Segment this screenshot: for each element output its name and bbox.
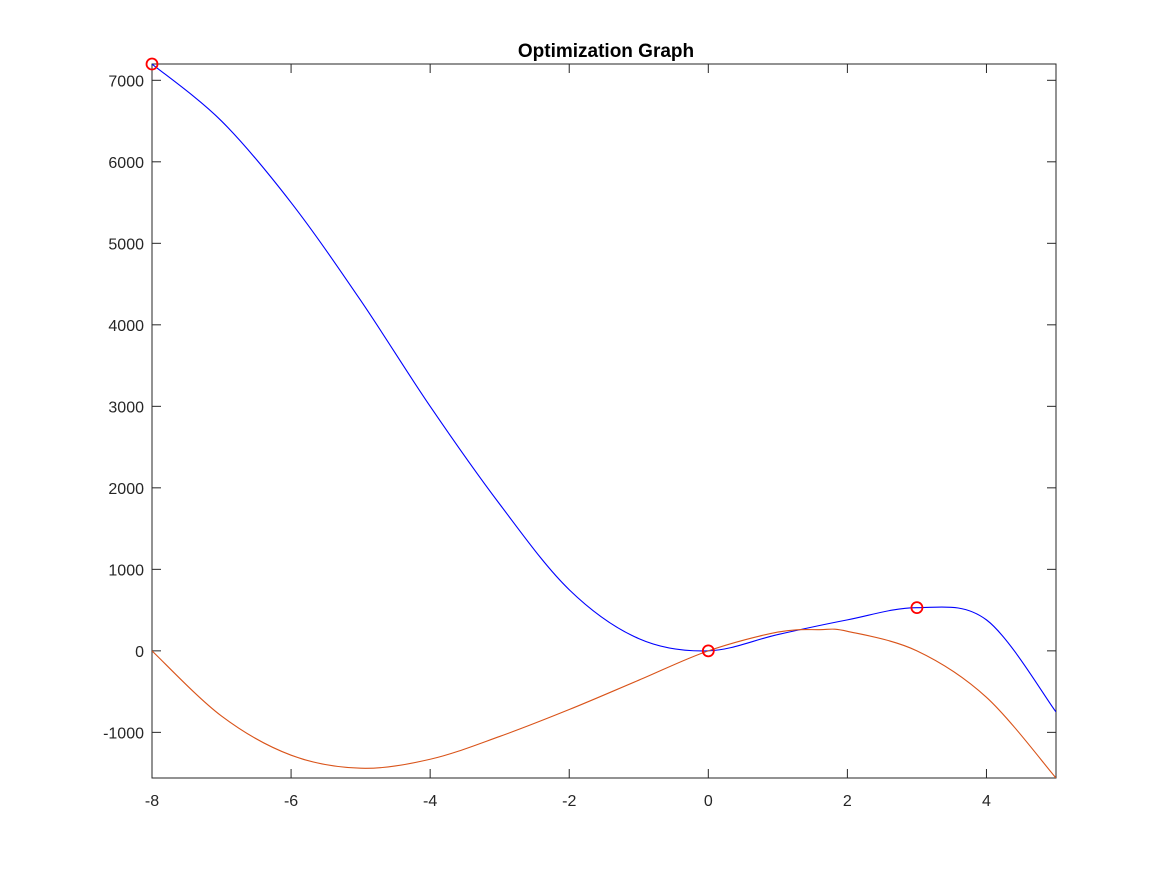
- y-tick-label: 6000: [108, 155, 144, 172]
- x-tick-label: -2: [562, 793, 576, 810]
- y-tick-label: -1000: [103, 725, 144, 742]
- y-tick-label: 1000: [108, 562, 144, 579]
- x-tick-label: 4: [982, 793, 991, 810]
- x-axis: -8 -6 -4 -2 0 2 4: [145, 64, 991, 810]
- x-tick-label: -6: [284, 793, 298, 810]
- y-tick-label: 5000: [108, 236, 144, 253]
- series-line-1: [152, 63, 1056, 713]
- y-tick-label: 4000: [108, 318, 144, 335]
- x-tick-label: -4: [423, 793, 437, 810]
- y-tick-label: 2000: [108, 481, 144, 498]
- y-axis: -1000 0 1000 2000 3000 4000 5000 6000 7000: [103, 73, 1056, 742]
- series-layer: [152, 63, 1056, 778]
- y-tick-label: 7000: [108, 73, 144, 90]
- x-tick-label: 0: [704, 793, 713, 810]
- x-tick-label: 2: [843, 793, 852, 810]
- plot-frame: [151, 63, 1057, 779]
- y-tick-label: 3000: [108, 399, 144, 416]
- marker-layer: [145, 57, 924, 658]
- axes-box: [151, 63, 1057, 779]
- optimum-marker: [910, 601, 924, 615]
- y-tick-label: 0: [135, 644, 144, 661]
- optimum-marker: [701, 644, 715, 658]
- x-tick-label: -8: [145, 793, 159, 810]
- chart-title: Optimization Graph: [518, 41, 694, 62]
- series-line-2: [152, 628, 1056, 778]
- optimum-marker: [145, 57, 159, 71]
